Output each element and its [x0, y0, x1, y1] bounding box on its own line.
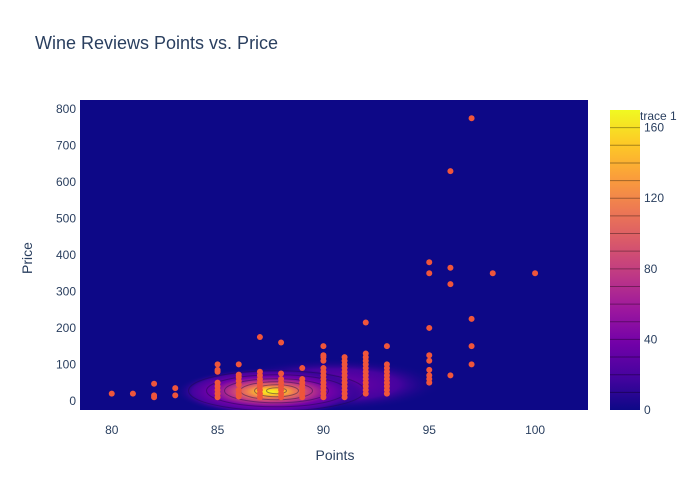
x-axis: 80 85 90 95 100 — [105, 423, 545, 437]
x-tick-label: 95 — [423, 423, 437, 437]
data-point — [129, 390, 136, 397]
x-tick-label: 90 — [317, 423, 331, 437]
y-tick-label: 500 — [56, 212, 76, 226]
y-tick-label: 100 — [56, 357, 76, 371]
data-point — [299, 365, 306, 372]
data-point — [278, 339, 285, 346]
data-point — [151, 392, 158, 399]
data-point — [489, 270, 496, 277]
y-tick-label: 200 — [56, 321, 76, 335]
x-tick-label: 80 — [105, 423, 119, 437]
data-point — [447, 264, 454, 271]
data-point — [214, 366, 221, 373]
data-point — [256, 368, 263, 375]
density-peak — [175, 367, 366, 410]
density-contour-line — [254, 384, 299, 398]
y-tick-label: 400 — [56, 248, 76, 262]
data-point — [235, 371, 242, 378]
colorbar-tick-label: 40 — [644, 332, 658, 346]
data-point — [426, 366, 433, 373]
data-point — [108, 390, 115, 397]
y-tick-label: 300 — [56, 284, 76, 298]
y-tick-label: 0 — [69, 394, 76, 408]
data-point — [426, 372, 433, 379]
data-point — [320, 352, 327, 359]
colorbar-gradient — [610, 110, 640, 410]
data-point — [383, 343, 390, 350]
data-point — [468, 315, 475, 322]
x-tick-label: 85 — [211, 423, 225, 437]
density-contour-line — [266, 387, 287, 395]
scatter-points — [108, 115, 539, 401]
plot-background — [80, 100, 588, 410]
data-point — [320, 365, 327, 372]
x-tick-label: 100 — [525, 423, 545, 437]
data-point — [383, 361, 390, 368]
data-point — [532, 270, 539, 277]
data-point — [426, 352, 433, 359]
colorbar-tick-label: 120 — [644, 191, 664, 205]
data-point — [172, 385, 179, 392]
density-contour-line — [224, 378, 329, 404]
data-point — [214, 361, 221, 368]
data-point — [278, 370, 285, 377]
data-point — [320, 343, 327, 350]
data-point — [426, 357, 433, 364]
data-point — [278, 376, 285, 382]
data-point — [256, 334, 263, 341]
data-point — [362, 319, 369, 326]
data-point — [214, 379, 221, 386]
data-point — [151, 380, 158, 387]
data-point — [341, 354, 348, 361]
y-tick-label: 700 — [56, 139, 76, 153]
data-point — [172, 392, 179, 399]
data-point — [468, 115, 475, 122]
data-point — [468, 343, 475, 350]
data-point — [447, 168, 454, 175]
y-axis: 0 100 200 300 400 500 600 700 800 — [56, 102, 76, 408]
colorbar-title: trace 1 — [640, 109, 677, 123]
x-axis-title: Points — [316, 447, 355, 463]
data-point — [235, 361, 242, 368]
data-point — [447, 281, 454, 288]
data-point — [426, 270, 433, 277]
colorbar-tick-label: 0 — [644, 403, 651, 417]
data-point — [299, 376, 306, 382]
data-point — [468, 361, 475, 368]
data-point — [362, 350, 369, 357]
data-point — [426, 324, 433, 331]
y-tick-label: 800 — [56, 102, 76, 116]
data-point — [426, 259, 433, 266]
chart-title: Wine Reviews Points vs. Price — [35, 33, 279, 53]
data-point — [447, 372, 454, 379]
colorbar-tick-label: 80 — [644, 262, 658, 276]
data-point — [235, 386, 242, 393]
y-tick-label: 600 — [56, 175, 76, 189]
y-axis-title: Price — [19, 242, 35, 274]
colorbar-tick-label: 160 — [644, 121, 664, 135]
